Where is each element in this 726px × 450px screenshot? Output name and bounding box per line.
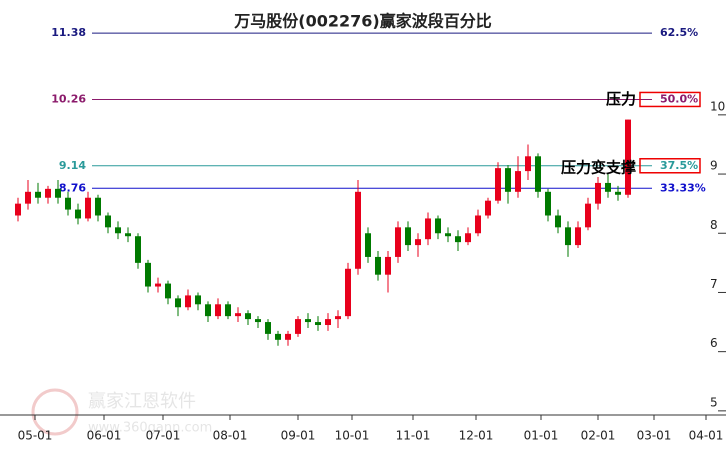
candle-body [535,156,541,192]
candle-body [465,233,471,243]
x-tick-label: 12-01 [459,429,494,443]
candle-body [135,236,141,263]
candle-body [545,191,551,216]
candle-body [385,256,391,275]
candle-body [155,283,161,287]
candle-body [355,191,361,269]
level-box [639,91,701,108]
candle-body [435,218,441,234]
candle-body [85,197,91,219]
candle-body [225,304,231,317]
watermark-logo [31,388,79,436]
level-value-label: 11.38 [51,26,86,39]
x-tick-label: 04-01 [689,429,724,443]
candle-body [95,197,101,216]
level-percent-label: 50.0% [660,92,698,105]
candle-body [45,188,51,198]
level-value-label: 8.76 [59,181,86,194]
annotation: 压力 [606,90,636,108]
x-tick-label: 10-01 [335,429,370,443]
candle-body [75,209,81,219]
x-tick-label: 03-01 [637,429,672,443]
candle-body [235,313,241,317]
x-tick-label: 07-01 [146,429,181,443]
watermark: 赢家江恩软件 www.360gann.com [31,388,212,436]
candle-body [575,227,581,246]
candle-body [525,156,531,172]
candle-body [165,283,171,299]
x-tick-label: 08-01 [213,429,248,443]
candle-body [335,316,341,320]
candle-body [35,191,41,198]
candle-body [305,319,311,323]
level-value-label: 10.26 [51,92,86,105]
candle-body [145,262,151,287]
y-tick-label: 10 [710,99,725,113]
watermark-url: www.360gann.com [88,421,212,436]
candle-body [605,182,611,192]
level-percent-label: 37.5% [660,159,698,172]
level-value-label: 9.14 [59,159,86,172]
level-percent-label: 62.5% [660,26,698,39]
x-tick-label: 11-01 [396,429,431,443]
candle-body [325,319,331,326]
candle-body [505,168,511,192]
x-tick-label: 01-01 [524,429,559,443]
candle-body [285,333,291,340]
candle-body [515,171,521,192]
candle-body [245,313,251,320]
chart-title: 万马股份(002276)赢家波段百分比 [233,12,491,31]
y-tick-label: 7 [710,277,718,291]
candle-body [185,295,191,308]
candle-body [255,319,261,323]
y-tick-label: 6 [710,336,718,350]
candle-body [215,304,221,317]
x-tick-label: 09-01 [281,429,316,443]
x-tick-label: 06-01 [87,429,122,443]
candle-body [565,227,571,246]
candle-body [595,182,601,204]
candle-body [455,236,461,243]
candle-body [195,295,201,305]
candle-body [445,233,451,237]
candle-body [315,322,321,326]
candle-body [15,203,21,216]
candle-body [295,319,301,334]
candle-body [585,203,591,228]
candle-body [375,256,381,275]
candle-body [125,233,131,237]
candle-body [425,218,431,240]
candle-body [395,227,401,257]
candle-body [265,322,271,334]
x-tick-label: 02-01 [581,429,616,443]
candle-body [55,188,61,198]
candle-body [275,333,281,340]
x-tick-label: 05-01 [18,429,53,443]
candle-body [175,298,181,308]
level-percent-label: 33.33% [660,181,706,194]
candle-body [25,191,31,204]
candle-body [205,304,211,317]
candle-body [345,268,351,317]
y-tick-label: 5 [710,395,718,409]
watermark-text: 赢家江恩软件 [88,390,196,412]
candle-body [65,197,71,210]
candle-body [365,233,371,257]
candle-body [115,227,121,234]
level-box [639,158,701,174]
candle-body [615,191,621,195]
annotation: 压力变支撑 [561,158,636,176]
candle-body [555,215,561,228]
candle-body [625,119,631,195]
candle-body [405,227,411,246]
candle-body [475,215,481,234]
y-tick-label: 8 [710,218,718,232]
y-tick-label: 9 [710,159,718,173]
candle-body [105,215,111,228]
candle-body [495,168,501,201]
candle-body [485,200,491,216]
candle-body [415,239,421,246]
